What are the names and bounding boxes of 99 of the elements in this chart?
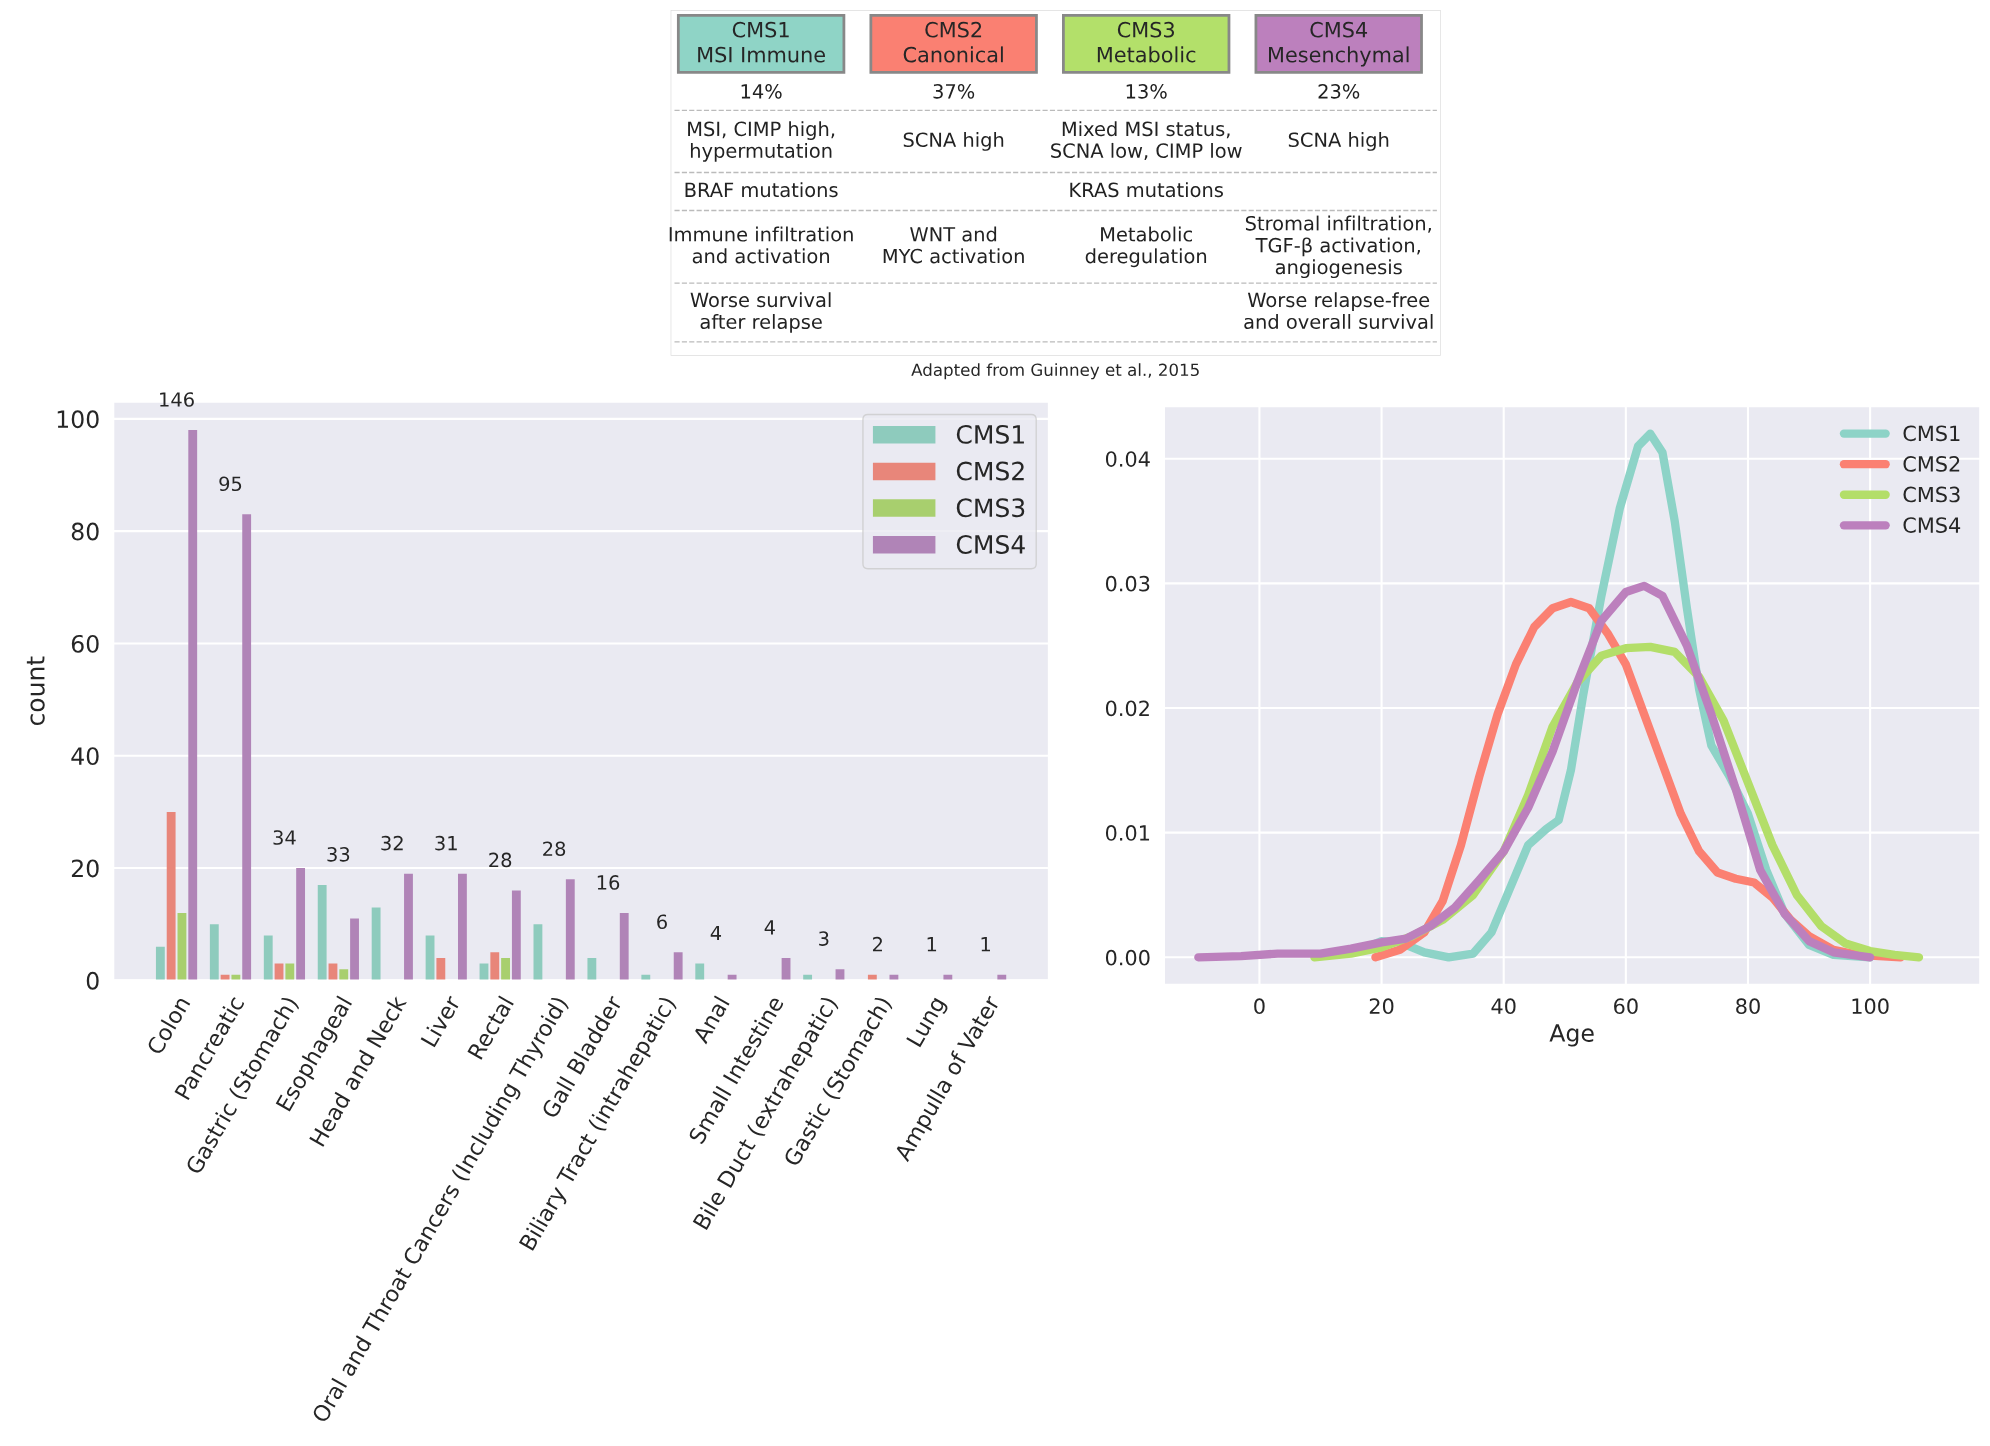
- bar: [371, 907, 381, 981]
- bar: [641, 974, 651, 981]
- x-tick-label: 60: [1614, 998, 1638, 1015]
- bar: [619, 913, 629, 981]
- bar: [242, 514, 252, 981]
- legend-label: CMS3: [1903, 486, 1960, 503]
- bar: [263, 935, 273, 981]
- text: SCNA high: [903, 132, 1004, 151]
- text: Mixed MSI status, SCNA low, CIMP low: [1051, 121, 1242, 160]
- legend-label: CMS2: [956, 461, 1024, 481]
- bar: [339, 969, 349, 981]
- bar: [350, 918, 359, 981]
- total-label: 34: [273, 830, 296, 845]
- category-label: CMS4 Mesenchymal: [1269, 21, 1409, 67]
- bar: [501, 957, 510, 981]
- total-label: 32: [381, 835, 403, 851]
- text: Adapted from Guinney et al., 2015: [911, 363, 1199, 380]
- y-tick-label: 80: [71, 522, 99, 541]
- bar: [673, 952, 683, 981]
- legend-label: CMS2: [1903, 456, 1960, 472]
- total-label: 4: [764, 920, 775, 935]
- text: KRAS mutations: [1070, 182, 1223, 198]
- y-tick-label: 40: [71, 747, 99, 766]
- bar: [404, 873, 413, 981]
- bar: [436, 957, 446, 981]
- x-tick-label: 100: [1852, 998, 1889, 1015]
- bar: [155, 946, 165, 981]
- bar: [317, 884, 327, 981]
- category-label: CMS3 Metabolic: [1097, 21, 1196, 63]
- y-tick-label: 0.00: [1105, 949, 1150, 966]
- bar: [457, 873, 467, 981]
- bar: [188, 430, 198, 981]
- y-tick-label: 0.03: [1105, 575, 1150, 592]
- legend-label: CMS1: [1903, 425, 1960, 442]
- total-label: 2: [872, 936, 882, 952]
- legend-label: CMS4: [1903, 517, 1961, 533]
- text: Worse survival after relapse: [690, 292, 831, 333]
- x-tick-label: 20: [1369, 998, 1394, 1015]
- total-label: 4: [710, 925, 722, 941]
- text: WNT and MYC activation: [883, 226, 1024, 264]
- bar: [511, 890, 521, 981]
- bar: [166, 811, 176, 981]
- y-tick-label: 60: [71, 634, 99, 653]
- bar: [943, 974, 953, 981]
- total-label: 16: [597, 875, 620, 890]
- total-label: 95: [219, 476, 242, 492]
- x-tick-label: 40: [1491, 998, 1516, 1015]
- y-tick-label: 0.01: [1105, 825, 1150, 841]
- bar: [490, 952, 500, 981]
- total-label: 3: [819, 931, 829, 946]
- text: 14%: [741, 84, 782, 99]
- text: 23%: [1318, 84, 1360, 99]
- y-tick-label: 20: [71, 859, 99, 878]
- total-label: 1: [981, 937, 990, 952]
- bar: [231, 974, 241, 981]
- bar: [425, 935, 435, 981]
- legend-label: CMS1: [956, 424, 1024, 444]
- total-label: 1: [927, 937, 937, 952]
- text: Metabolic deregulation: [1085, 226, 1207, 268]
- y-tick-label: 0.04: [1105, 451, 1150, 467]
- y-tick-label: 0: [86, 971, 99, 990]
- total-label: 28: [543, 841, 566, 857]
- total-label: 146: [160, 392, 194, 407]
- text: Immune infiltration and activation: [669, 226, 853, 264]
- bar: [997, 974, 1007, 981]
- x-tick-label: 80: [1736, 998, 1760, 1015]
- bar: [296, 868, 306, 981]
- bar: [177, 913, 187, 981]
- total-label: 33: [327, 847, 350, 862]
- bar: [533, 924, 543, 981]
- legend-label: CMS4: [956, 535, 1025, 554]
- text: SCNA high: [1288, 132, 1389, 151]
- text: BRAF mutations: [685, 182, 838, 198]
- x-tick-label: 0: [1254, 998, 1265, 1015]
- bar: [587, 957, 597, 981]
- category-label: CMS2 Canonical: [903, 21, 1003, 63]
- text: Worse relapse-free and overall survival: [1244, 292, 1433, 330]
- y-axis-title: count: [26, 656, 45, 726]
- bar: [867, 974, 877, 981]
- bar: [565, 879, 575, 981]
- category-label: CMS1 MSI Immune: [698, 21, 825, 63]
- total-label: 31: [435, 835, 457, 851]
- x-axis-title: Age: [1549, 1024, 1594, 1047]
- total-label: 6: [657, 914, 667, 930]
- text: 13%: [1126, 84, 1167, 99]
- text: MSI, CIMP high, hypermutation: [688, 121, 835, 162]
- bar: [803, 974, 813, 981]
- y-tick-label: 0.02: [1105, 700, 1149, 717]
- bar: [695, 963, 705, 981]
- legend-label: CMS3: [956, 498, 1025, 518]
- text: 37%: [933, 84, 975, 99]
- text: Stromal infiltration, TGF-β activation, angiogenesis: [1245, 215, 1431, 279]
- bar: [889, 974, 899, 981]
- y-tick-label: 100: [57, 410, 99, 429]
- bar: [209, 924, 219, 981]
- total-label: 28: [489, 852, 512, 868]
- bar: [220, 974, 230, 981]
- bar: [285, 963, 295, 981]
- bar: [727, 974, 737, 981]
